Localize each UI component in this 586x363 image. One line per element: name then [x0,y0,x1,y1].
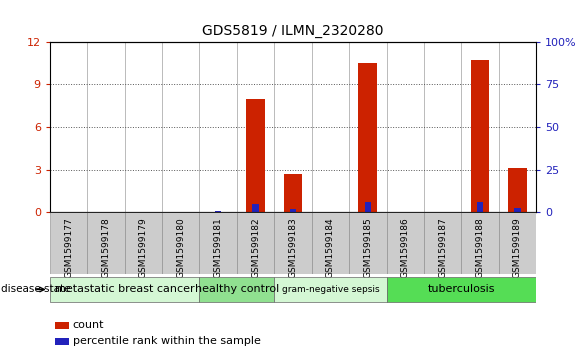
Bar [55,322,69,329]
FancyBboxPatch shape [237,212,274,274]
Text: GSM1599180: GSM1599180 [176,217,185,278]
Bar [289,209,297,212]
Bar [284,174,302,212]
FancyBboxPatch shape [87,212,125,274]
FancyBboxPatch shape [199,277,274,302]
FancyBboxPatch shape [424,212,461,274]
Bar [274,42,312,212]
Bar [349,42,387,212]
Text: GSM1599184: GSM1599184 [326,217,335,278]
Text: GSM1599178: GSM1599178 [101,217,110,278]
Text: GSM1599177: GSM1599177 [64,217,73,278]
Text: count: count [73,321,104,330]
FancyBboxPatch shape [274,212,312,274]
Text: gram-negative sepsis: gram-negative sepsis [282,285,379,294]
Text: GSM1599186: GSM1599186 [401,217,410,278]
Bar [215,211,222,212]
Bar [471,60,489,212]
Title: GDS5819 / ILMN_2320280: GDS5819 / ILMN_2320280 [202,24,384,38]
Bar [312,42,349,212]
FancyBboxPatch shape [387,212,424,274]
Bar [162,42,199,212]
Text: tuberculosis: tuberculosis [428,285,495,294]
Bar [253,204,259,212]
Text: GSM1599189: GSM1599189 [513,217,522,278]
Text: healthy control: healthy control [195,285,279,294]
Bar [50,42,87,212]
Bar [424,42,461,212]
Text: GSM1599185: GSM1599185 [363,217,372,278]
Bar [246,99,265,212]
Text: GSM1599188: GSM1599188 [476,217,485,278]
FancyBboxPatch shape [50,277,199,302]
Bar [55,338,69,345]
FancyBboxPatch shape [312,212,349,274]
FancyBboxPatch shape [274,277,387,302]
Text: GSM1599179: GSM1599179 [139,217,148,278]
Text: metastatic breast cancer: metastatic breast cancer [55,285,195,294]
FancyBboxPatch shape [199,212,237,274]
Bar [125,42,162,212]
FancyBboxPatch shape [162,212,199,274]
Bar [364,203,371,212]
FancyBboxPatch shape [125,212,162,274]
FancyBboxPatch shape [499,212,536,274]
Bar [461,42,499,212]
Text: GSM1599181: GSM1599181 [214,217,223,278]
FancyBboxPatch shape [461,212,499,274]
Text: disease state: disease state [1,285,71,294]
Bar [508,168,527,212]
FancyBboxPatch shape [387,277,536,302]
Bar [499,42,536,212]
Bar [359,63,377,212]
Text: GSM1599182: GSM1599182 [251,217,260,278]
Bar [514,208,521,212]
Bar [387,42,424,212]
Bar [477,203,483,212]
Text: GSM1599187: GSM1599187 [438,217,447,278]
Text: GSM1599183: GSM1599183 [288,217,298,278]
FancyBboxPatch shape [349,212,387,274]
Bar [87,42,125,212]
Bar [237,42,274,212]
Bar [199,42,237,212]
Text: percentile rank within the sample: percentile rank within the sample [73,337,260,346]
FancyBboxPatch shape [50,212,87,274]
